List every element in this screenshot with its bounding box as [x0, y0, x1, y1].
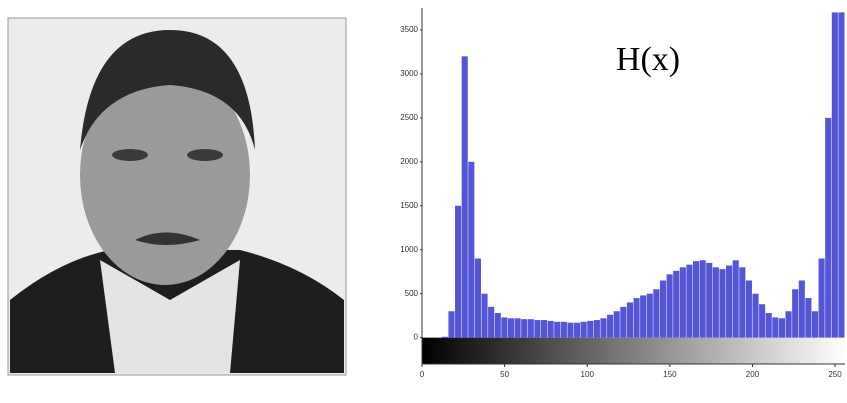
bar: [765, 313, 772, 338]
bar: [699, 260, 706, 338]
bar: [474, 258, 481, 338]
bar: [613, 311, 620, 338]
bar: [534, 320, 541, 338]
bar: [540, 320, 548, 338]
bar: [455, 205, 462, 338]
bar: [554, 321, 561, 338]
bar: [719, 269, 726, 338]
bar: [745, 280, 752, 338]
bar: [514, 318, 521, 338]
bar: [732, 260, 739, 338]
bar: [673, 270, 680, 338]
bar: [825, 117, 832, 338]
bar: [481, 293, 488, 338]
bar: [494, 313, 501, 338]
y-tick-label: 1000: [400, 245, 418, 254]
bar: [712, 267, 719, 338]
bar: [620, 306, 627, 338]
bar: [818, 258, 825, 338]
bar: [521, 319, 528, 338]
bar: [567, 322, 574, 338]
bar: [547, 320, 554, 338]
bar: [488, 306, 495, 338]
bar: [659, 280, 667, 338]
bar: [527, 319, 534, 338]
y-tick-label: 1500: [400, 201, 418, 210]
bar: [640, 295, 647, 338]
bar: [607, 314, 614, 338]
photo: [7, 17, 347, 376]
bar: [587, 320, 594, 338]
bar: [759, 304, 766, 338]
bar: [785, 311, 792, 338]
bar: [752, 293, 759, 338]
bar: [448, 311, 455, 338]
x-tick-label: 50: [500, 370, 509, 379]
bar: [461, 56, 468, 338]
y-tick-label: 3000: [400, 69, 418, 78]
x-tick-label: 250: [828, 370, 842, 379]
bar: [666, 274, 673, 338]
bar: [560, 321, 567, 338]
bar: [653, 289, 660, 338]
bar: [811, 311, 819, 338]
bar: [726, 265, 733, 338]
bar: [468, 161, 475, 338]
bar: [441, 336, 448, 338]
bar: [507, 318, 515, 338]
bar: [838, 12, 845, 338]
bar: [739, 267, 746, 338]
y-tick-label: 3500: [400, 25, 418, 34]
bar: [706, 262, 713, 338]
x-tick-label: 150: [663, 370, 677, 379]
bar: [679, 267, 686, 338]
bars: [441, 12, 845, 338]
bar: [792, 289, 799, 338]
bar: [626, 302, 633, 338]
chart-title: H(x): [616, 41, 680, 78]
bar: [831, 12, 838, 338]
bar: [593, 320, 600, 338]
bar: [633, 298, 640, 338]
bar: [646, 293, 653, 338]
y-tick-label: 2500: [400, 113, 418, 122]
bar: [778, 318, 786, 338]
bar: [600, 318, 607, 338]
bar: [574, 322, 581, 338]
bar: [772, 317, 779, 338]
bar: [686, 264, 693, 338]
x-tick-label: 200: [746, 370, 760, 379]
y-tick-label: 500: [405, 289, 419, 298]
bar: [501, 317, 508, 338]
y-tick-label: 2000: [400, 157, 418, 166]
bar: [798, 280, 805, 338]
x-tick-label: 0: [420, 370, 425, 379]
bar: [805, 298, 812, 338]
bar: [692, 261, 700, 338]
bar: [580, 321, 587, 338]
gray-scale-bar: [422, 337, 845, 364]
y-tick-label: 0: [414, 333, 419, 342]
x-tick-label: 100: [581, 370, 595, 379]
